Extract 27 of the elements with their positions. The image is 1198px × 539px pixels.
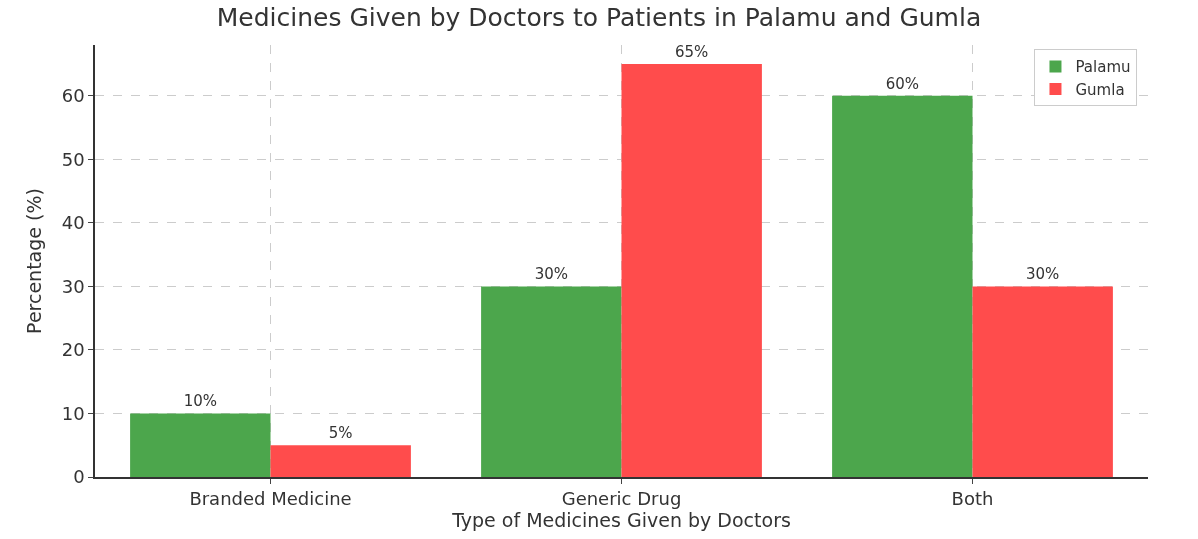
y-axis-title: Percentage (%) [23, 188, 46, 334]
bar [621, 64, 762, 477]
bar [481, 286, 622, 477]
data-label: 30% [1026, 265, 1060, 284]
y-tick-label: 40 [61, 212, 85, 234]
data-label: 65% [675, 43, 709, 62]
x-axis-title: Type of Medicines Given by Doctors [451, 509, 791, 532]
data-label: 5% [328, 424, 353, 443]
chart-title: Medicines Given by Doctors to Patients in Palamu and Gumla [216, 2, 982, 32]
bar [270, 445, 411, 477]
y-tick-label: 10 [61, 402, 85, 424]
bar [972, 286, 1113, 477]
legend-label: Gumla [1075, 80, 1125, 99]
x-tick-label: Branded Medicine [189, 488, 352, 510]
x-tick-label: Generic Drug [561, 488, 682, 510]
y-tick-label: 50 [61, 148, 85, 170]
y-tick-label: 30 [61, 275, 85, 297]
bar [130, 413, 271, 477]
bar [832, 95, 973, 477]
data-label: 10% [183, 392, 217, 411]
y-tick-label: 60 [61, 85, 85, 107]
data-label: 60% [885, 74, 919, 93]
x-tick-label: Both [951, 488, 994, 510]
y-tick-label: 20 [61, 339, 85, 361]
legend-label: Palamu [1075, 58, 1131, 77]
data-label: 30% [534, 265, 568, 284]
y-tick-label: 0 [73, 466, 85, 488]
